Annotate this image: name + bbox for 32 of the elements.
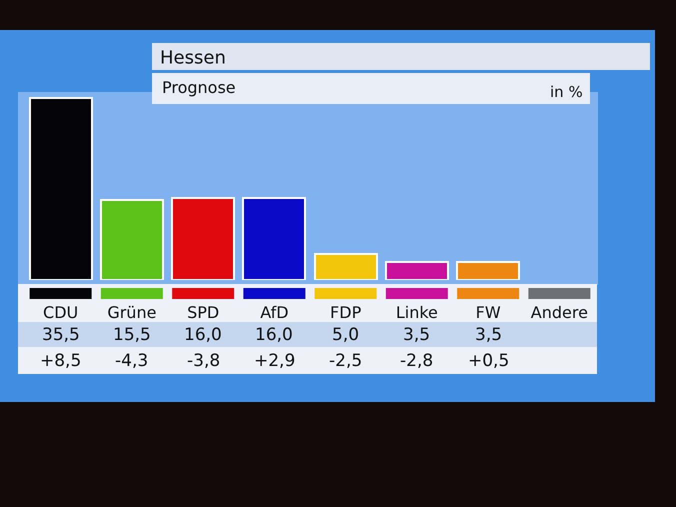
- text: -2,5: [329, 351, 362, 371]
- x-tick-label: Grüne: [107, 303, 156, 322]
- bar: [385, 261, 449, 280]
- text: +0,5: [468, 351, 510, 371]
- x-tick-label: SPD: [187, 303, 220, 322]
- text: -4,3: [115, 351, 148, 371]
- data-label: 35,5: [42, 325, 80, 345]
- y-axis-title: in %: [550, 83, 583, 101]
- x-tick-label: FDP: [330, 303, 362, 322]
- x-tick-label: FW: [476, 303, 501, 322]
- bar: [314, 253, 378, 280]
- bar: [100, 199, 164, 280]
- data-label: 15,5: [113, 325, 151, 345]
- data-label: 3,5: [475, 325, 502, 345]
- x-tick-label: AfD: [260, 303, 289, 322]
- text: -2,8: [400, 351, 434, 371]
- bar: [29, 97, 93, 280]
- text: +2,9: [254, 351, 296, 371]
- x-tick-label: Andere: [530, 303, 588, 322]
- bar: [242, 197, 306, 280]
- x-tick-label: Linke: [396, 303, 438, 322]
- text: -3,8: [187, 351, 220, 371]
- data-label: 16,0: [184, 325, 222, 345]
- data-label: 5,0: [332, 325, 360, 345]
- chart-title: Hessen: [160, 47, 226, 68]
- chart-subtitle: Prognose: [162, 78, 236, 97]
- text: +8,5: [40, 351, 82, 371]
- data-label: 3,5: [403, 325, 430, 345]
- bar: [456, 261, 520, 280]
- bar: [171, 197, 235, 280]
- x-tick-label: CDU: [43, 303, 78, 322]
- data-label: 16,0: [255, 325, 293, 345]
